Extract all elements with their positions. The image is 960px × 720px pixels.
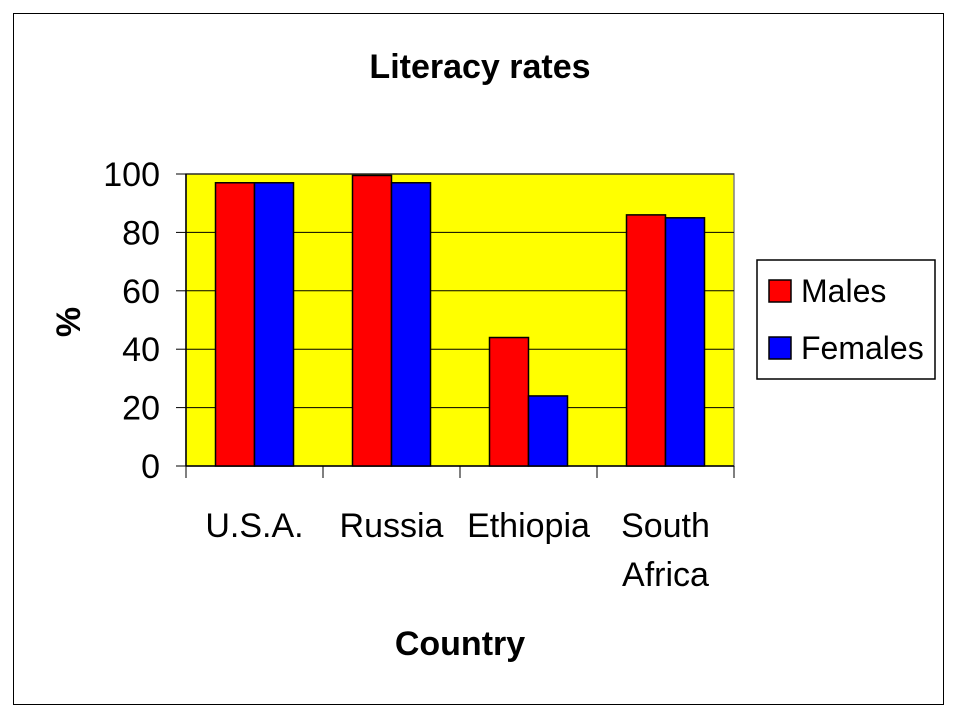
legend-swatch-females [768, 336, 792, 360]
bar-males [488, 336, 530, 467]
x-tick-label: Ethiopia [467, 507, 590, 545]
legend-swatch-males [768, 279, 792, 303]
y-tick-label: 40 [122, 331, 160, 369]
legend-label-females: Females [801, 330, 924, 366]
bar-females [390, 182, 432, 467]
x-tick-label: Africa [622, 556, 709, 594]
y-tick-label: 80 [122, 214, 160, 252]
y-tick-label: 100 [103, 156, 160, 194]
bar-males [625, 214, 667, 467]
chart-title: Literacy rates [369, 48, 590, 86]
legend-label-males: Males [801, 273, 886, 309]
bar-males [214, 182, 256, 467]
x-axis-title: Country [395, 625, 525, 663]
x-tick-label: U.S.A. [205, 507, 303, 545]
y-axis-title: % [50, 307, 88, 337]
bar-females [253, 182, 295, 467]
bar-males [351, 174, 393, 467]
bar-females [527, 395, 569, 467]
x-tick-label: Russia [340, 507, 444, 545]
y-tick-label: 0 [141, 448, 160, 486]
y-tick-label: 60 [122, 273, 160, 311]
y-tick-label: 20 [122, 390, 160, 428]
x-tick-label: South [621, 507, 710, 545]
bar-females [664, 217, 706, 467]
